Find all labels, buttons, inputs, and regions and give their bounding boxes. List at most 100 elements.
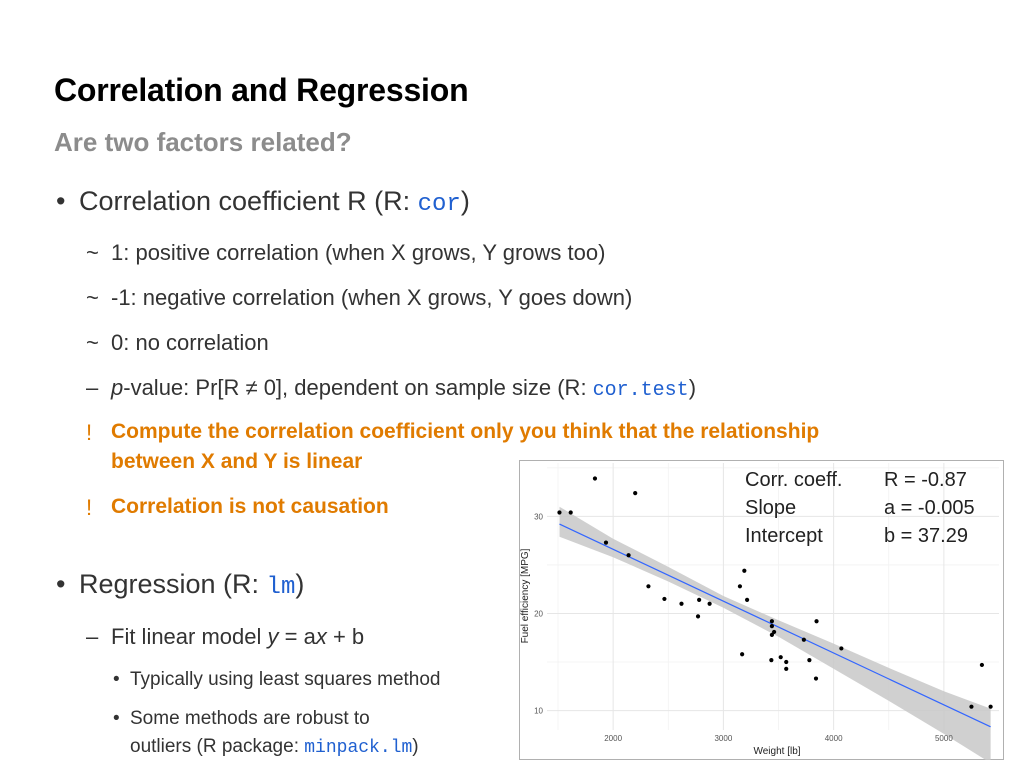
x-tick-label: 3000 xyxy=(714,734,732,743)
data-point xyxy=(557,510,562,515)
y-tick-label: 20 xyxy=(534,609,543,618)
bullet-marker: • xyxy=(56,186,66,216)
fit-x: x xyxy=(315,624,327,649)
dash-marker: – xyxy=(86,624,99,649)
pvalue-body: -value: Pr[R ≠ 0], dependent on sample s… xyxy=(123,375,593,400)
code-cor-test: cor.test xyxy=(592,379,689,402)
regression-line-path xyxy=(559,523,991,728)
warning-marker: ! xyxy=(86,420,93,445)
bullet-regression: • Regression (R: lm) xyxy=(56,569,304,601)
data-point xyxy=(988,704,993,709)
scatter-chart: 2000 3000 4000 5000 10 20 30 Weight [lb] Fuel … xyxy=(519,460,1004,760)
data-point xyxy=(778,655,783,660)
warning-text: Correlation is not causation xyxy=(111,495,389,518)
sub-bullet-text: 0: no correlation xyxy=(111,330,269,355)
warning-text-line2: between X and Y is linear xyxy=(111,450,363,473)
data-point xyxy=(697,597,702,602)
data-point xyxy=(769,619,774,624)
bullet-close: ) xyxy=(295,569,305,599)
data-point xyxy=(813,676,819,681)
sub-bullet-positive: ~ 1: positive correlation (when X grows,… xyxy=(86,240,605,266)
code-cor: cor xyxy=(417,191,461,218)
bullet-correlation: • Correlation coefficient R (R: cor) xyxy=(56,186,470,218)
y-tick-label: 10 xyxy=(534,707,543,716)
dash-marker: – xyxy=(86,375,99,400)
data-point xyxy=(592,476,598,481)
data-point xyxy=(603,540,609,545)
chart-grid xyxy=(547,463,999,730)
tilde-marker: ~ xyxy=(86,285,99,310)
data-point xyxy=(744,597,750,602)
fit-text: Fit linear model y = ax + b xyxy=(111,624,364,650)
data-point xyxy=(769,624,774,629)
bullet-marker: • xyxy=(56,569,66,599)
data-point xyxy=(740,652,745,657)
bullet-close: ) xyxy=(460,186,470,216)
sub-bullet-negative: ~ -1: negative correlation (when X grows… xyxy=(86,285,632,311)
fit-rest: + b xyxy=(326,624,365,649)
bullet-text: Regression (R: xyxy=(78,569,267,599)
small-marker: • xyxy=(113,708,120,729)
x-tick-label: 5000 xyxy=(935,734,953,743)
data-point xyxy=(695,614,701,619)
warning-text-line1: Compute the correlation coefficient only… xyxy=(111,420,820,443)
small-marker: • xyxy=(113,669,120,690)
code-minpack: minpack.lm xyxy=(304,738,413,758)
code-lm: lm xyxy=(266,574,296,601)
data-point xyxy=(662,596,667,602)
tilde-marker: ~ xyxy=(86,330,99,355)
small-bullet-robust: • Some methods are robust to outliers (R… xyxy=(113,708,419,758)
sub-bullet-fit: – Fit linear model y = ax + b xyxy=(86,624,364,650)
data-point xyxy=(679,601,684,606)
corr-value: R = -0.87 xyxy=(884,469,967,491)
x-tick-label: 2000 xyxy=(604,734,622,743)
data-point xyxy=(769,657,774,663)
warning-causation: ! Correlation is not causation xyxy=(86,495,389,521)
y-axis-label: Fuel efficiency [MPG] xyxy=(520,548,531,643)
data-point xyxy=(737,584,743,589)
slope-value: a = -0.005 xyxy=(884,497,975,519)
robust-close: ) xyxy=(412,736,419,757)
data-point xyxy=(839,646,844,651)
data-point xyxy=(784,666,789,671)
warning-linear: ! Compute the correlation coefficient on… xyxy=(86,420,819,473)
small-bullet-text-line1: Some methods are robust to xyxy=(130,708,370,729)
data-point xyxy=(568,510,573,515)
pvalue-close: ) xyxy=(688,375,697,400)
regression-line xyxy=(559,523,991,728)
data-points xyxy=(557,476,993,709)
data-point xyxy=(646,584,651,589)
small-bullet-text: Typically using least squares method xyxy=(130,669,441,690)
fit-eq: = a xyxy=(278,624,316,649)
small-bullet-text-line2: outliers (R package: minpack.lm) xyxy=(130,736,419,758)
corr-label: Corr. coeff. xyxy=(745,469,843,491)
axis-ticks: 2000 3000 4000 5000 10 20 30 xyxy=(534,512,953,743)
slope-label: Slope xyxy=(745,497,797,519)
robust-text: outliers (R package: xyxy=(130,736,305,757)
sub-bullet-pvalue: – p-value: Pr[R ≠ 0], dependent on sampl… xyxy=(86,375,696,402)
data-point xyxy=(814,619,819,624)
sub-bullet-text: -1: negative correlation (when X grows, … xyxy=(111,285,633,310)
y-tick-label: 30 xyxy=(534,512,543,521)
tilde-marker: ~ xyxy=(86,240,99,265)
data-point xyxy=(626,553,631,558)
fit-prefix: Fit linear model xyxy=(111,624,268,649)
slide-subtitle: Are two factors related? xyxy=(54,127,352,157)
data-point xyxy=(742,568,747,573)
fit-y: y xyxy=(267,624,279,649)
intercept-value: b = 37.29 xyxy=(884,525,968,547)
small-bullet-least-squares: • Typically using least squares method xyxy=(113,669,441,691)
pvalue-italic: p xyxy=(111,375,124,400)
x-tick-label: 4000 xyxy=(825,734,843,743)
data-point xyxy=(772,629,777,635)
bullet-text: Correlation coefficient R (R: xyxy=(78,186,418,216)
slide-title: Correlation and Regression xyxy=(54,72,469,108)
data-point xyxy=(784,659,789,665)
pvalue-text: p-value: Pr[R ≠ 0], dependent on sample … xyxy=(111,375,696,402)
x-axis-label: Weight [lb] xyxy=(753,746,800,757)
data-point xyxy=(801,637,806,642)
data-point xyxy=(633,490,638,496)
sub-bullet-text: 1: positive correlation (when X grows, Y… xyxy=(111,240,606,265)
sub-bullet-zero: ~ 0: no correlation xyxy=(86,330,269,356)
data-point xyxy=(969,704,974,709)
